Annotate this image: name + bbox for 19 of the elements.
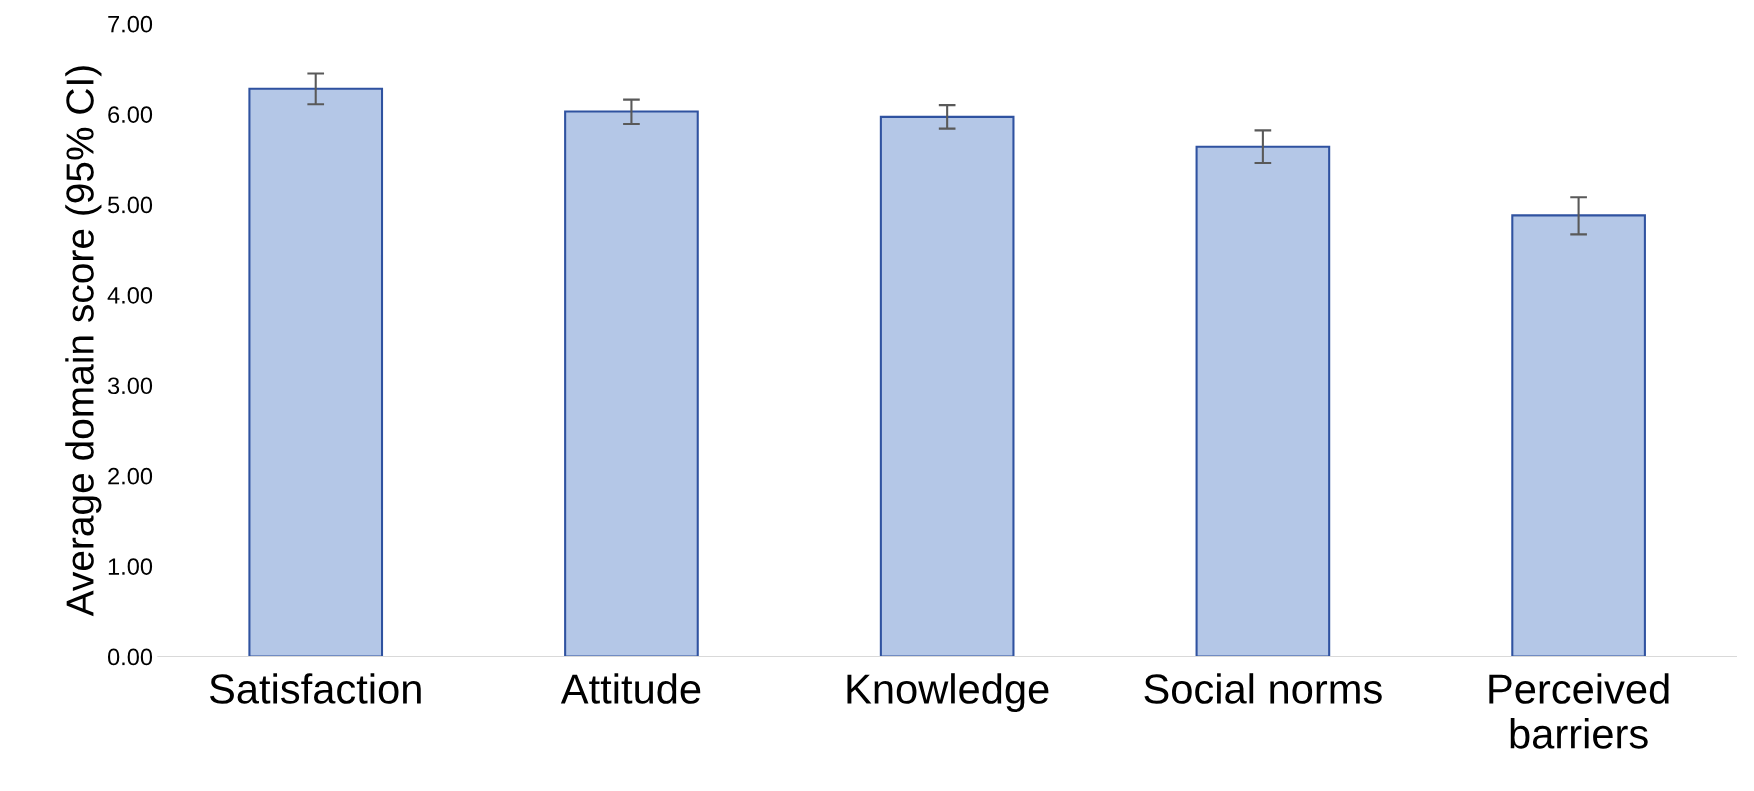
y-tick-label: 7.00 [108,15,153,33]
bar [564,110,699,657]
bar [1195,145,1331,657]
y-tick-label: 5.00 [107,196,153,214]
y-tick-label: 3.00 [107,377,153,395]
x-tick-label: Knowledge [847,673,1049,713]
y-tick-label: 1.00 [108,558,153,575]
bar [1511,214,1646,657]
x-tick-label: Perceived barriers [1489,673,1669,749]
bar [248,87,384,657]
y-tick-label: 6.00 [108,106,153,123]
y-axis-title: Average domain score (95% CI) [65,66,102,617]
x-tick-label: Social norms [1144,673,1382,704]
y-tick-label: 2.00 [108,467,153,485]
bar [879,115,1015,657]
x-tick-label: Attitude [560,673,701,704]
y-tick-label: 0.00 [107,648,153,666]
y-tick-label: 4.00 [107,287,153,304]
x-tick-label: Satisfaction [209,673,421,704]
